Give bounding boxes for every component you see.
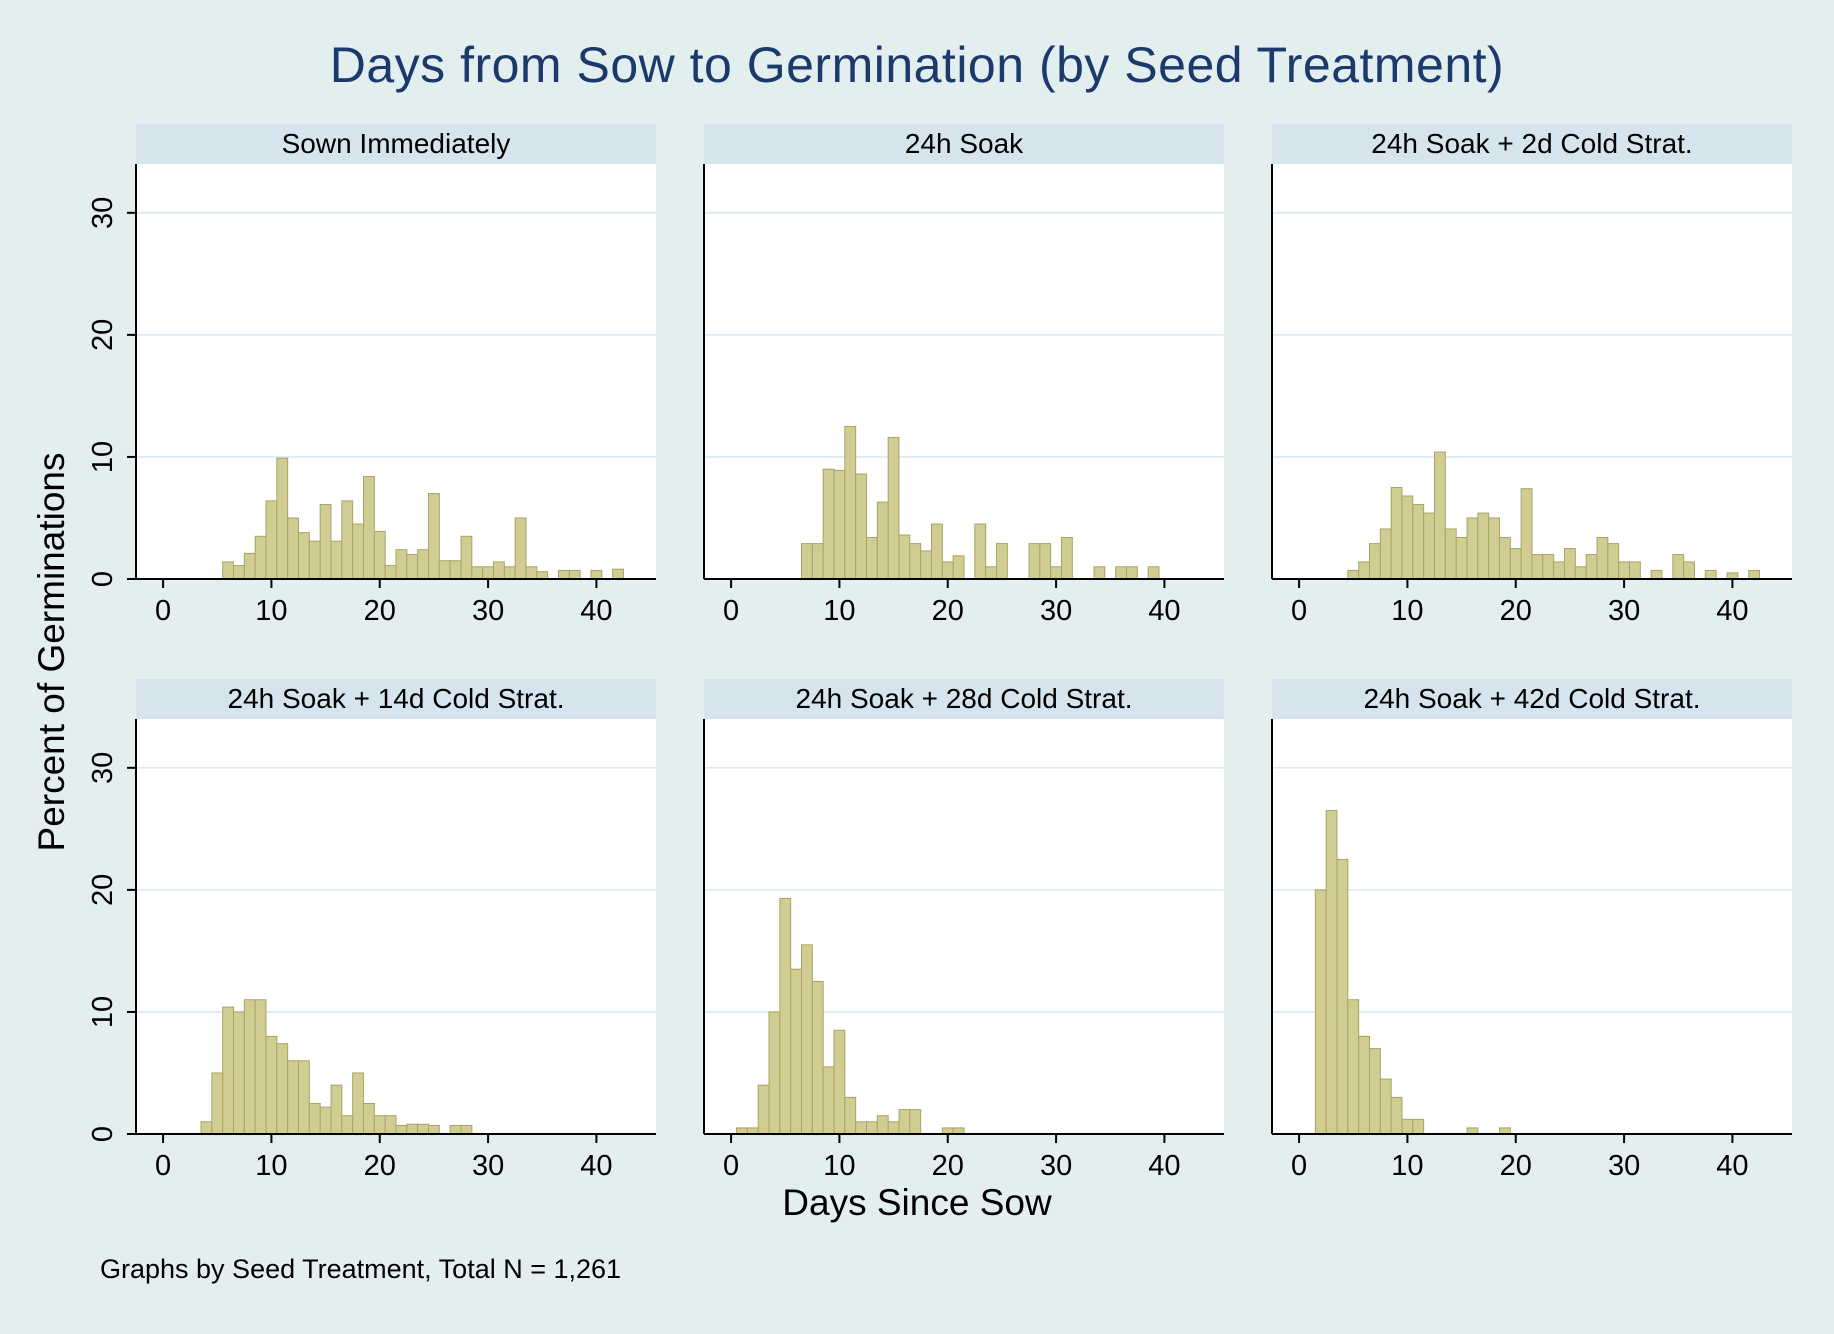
panel-title-banner: 24h Soak + 14d Cold Strat. bbox=[136, 679, 656, 719]
svg-text:30: 30 bbox=[87, 197, 119, 229]
svg-text:0: 0 bbox=[723, 595, 739, 627]
svg-text:40: 40 bbox=[1148, 1150, 1180, 1182]
panel-plot: 0 10 20 30 40 bbox=[1271, 719, 1792, 1182]
svg-text:20: 20 bbox=[364, 1150, 396, 1182]
svg-text:10: 10 bbox=[823, 1150, 855, 1182]
panel-24h-soak: 24h Soak 0 10 20 30 40 bbox=[696, 124, 1234, 627]
svg-text:20: 20 bbox=[932, 1150, 964, 1182]
svg-text:40: 40 bbox=[580, 595, 612, 627]
panel-title-banner: 24h Soak + 28d Cold Strat. bbox=[704, 679, 1224, 719]
svg-text:30: 30 bbox=[1608, 595, 1640, 627]
svg-text:20: 20 bbox=[87, 319, 119, 351]
svg-text:10: 10 bbox=[87, 996, 119, 1028]
svg-text:20: 20 bbox=[932, 595, 964, 627]
panel-title-banner: 24h Soak bbox=[704, 124, 1224, 164]
panel-24h-soak-14d-cold: 24h Soak + 14d Cold Strat. 0 10 20 30 40 0 10 2… bbox=[78, 679, 666, 1182]
svg-text:40: 40 bbox=[1716, 1150, 1748, 1182]
svg-text:0: 0 bbox=[155, 1150, 171, 1182]
panel-title-banner: 24h Soak + 2d Cold Strat. bbox=[1272, 124, 1792, 164]
svg-text:30: 30 bbox=[472, 1150, 504, 1182]
svg-text:40: 40 bbox=[1148, 595, 1180, 627]
panel-plot: 0 10 20 30 40 bbox=[1271, 164, 1792, 627]
svg-text:0: 0 bbox=[1291, 595, 1307, 627]
panel-plot: 0 10 20 30 40 0 10 20 30 bbox=[87, 719, 656, 1182]
svg-text:10: 10 bbox=[87, 441, 119, 473]
svg-text:10: 10 bbox=[1391, 1150, 1423, 1182]
svg-text:20: 20 bbox=[87, 874, 119, 906]
svg-text:10: 10 bbox=[255, 1150, 287, 1182]
chart-title: Days from Sow to Germination (by Seed Tr… bbox=[329, 37, 1505, 93]
svg-text:30: 30 bbox=[1608, 1150, 1640, 1182]
panel-title-banner: Sown Immediately bbox=[136, 124, 656, 164]
svg-text:30: 30 bbox=[1040, 595, 1072, 627]
svg-text:20: 20 bbox=[1500, 595, 1532, 627]
panel-plot: 0 10 20 30 40 bbox=[703, 719, 1224, 1182]
svg-text:0: 0 bbox=[1291, 1150, 1307, 1182]
panel-plot: 0 10 20 30 40 0 10 20 30 bbox=[87, 164, 656, 627]
svg-text:0: 0 bbox=[87, 1126, 119, 1142]
svg-text:30: 30 bbox=[87, 752, 119, 784]
panel-grid: Sown Immediately 0 10 20 30 40 0 10 20 30 24h So… bbox=[78, 124, 1802, 1182]
svg-text:20: 20 bbox=[1500, 1150, 1532, 1182]
x-axis-title: Days Since Sow bbox=[782, 1182, 1052, 1223]
svg-text:0: 0 bbox=[723, 1150, 739, 1182]
svg-text:10: 10 bbox=[255, 595, 287, 627]
footnote: Graphs by Seed Treatment, Total N = 1,26… bbox=[100, 1254, 622, 1284]
panel-plot: 0 10 20 30 40 bbox=[703, 164, 1224, 627]
panel-24h-soak-28d-cold: 24h Soak + 28d Cold Strat. 0 10 20 30 40 bbox=[696, 679, 1234, 1182]
svg-text:10: 10 bbox=[823, 595, 855, 627]
svg-text:10: 10 bbox=[1391, 595, 1423, 627]
svg-text:40: 40 bbox=[1716, 595, 1748, 627]
panel-title-banner: 24h Soak + 42d Cold Strat. bbox=[1272, 679, 1792, 719]
svg-text:30: 30 bbox=[1040, 1150, 1072, 1182]
panel-24h-soak-42d-cold: 24h Soak + 42d Cold Strat. 0 10 20 30 40 bbox=[1264, 679, 1802, 1182]
svg-text:20: 20 bbox=[364, 595, 396, 627]
panel-24h-soak-2d-cold: 24h Soak + 2d Cold Strat. 0 10 20 30 40 bbox=[1264, 124, 1802, 627]
panel-sown-immediately: Sown Immediately 0 10 20 30 40 0 10 20 30 bbox=[78, 124, 666, 627]
y-axis-title: Percent of Germinations bbox=[31, 452, 72, 852]
svg-text:0: 0 bbox=[87, 571, 119, 587]
svg-text:30: 30 bbox=[472, 595, 504, 627]
svg-text:40: 40 bbox=[580, 1150, 612, 1182]
svg-text:0: 0 bbox=[155, 595, 171, 627]
